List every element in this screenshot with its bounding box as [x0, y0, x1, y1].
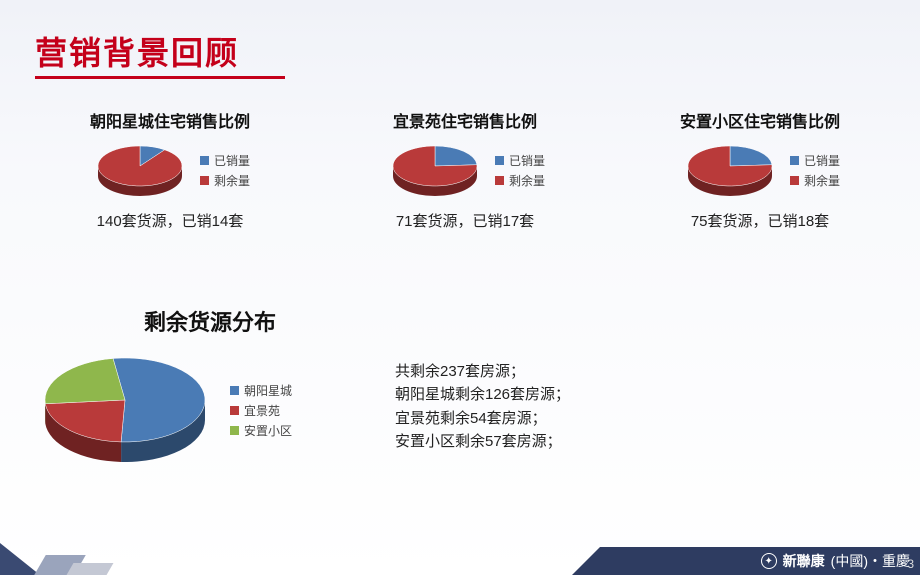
page-number: 3 — [907, 557, 914, 571]
chart-1-caption: 140套货源，已销14套 — [30, 210, 310, 231]
chart-3-legend: 已销量 剩余量 — [790, 149, 840, 192]
sold-swatch — [200, 156, 209, 165]
distribution-title: 剩余货源分布 — [40, 305, 380, 337]
chart-1-body: 已销量 剩余量 — [30, 140, 310, 200]
chart-1: 朝阳星城住宅销售比例 已销量 剩余量 140套货源，已销14套 — [30, 108, 310, 231]
legend-dist-2: 安置小区 — [230, 422, 292, 439]
legend-sold-label: 已销量 — [804, 152, 840, 169]
chart-2-pie — [385, 140, 485, 200]
chart-3: 安置小区住宅销售比例 已销量 剩余量 75套货源，已销18套 — [620, 108, 900, 231]
page-title: 营销背景回顾 — [35, 28, 239, 74]
dist-swatch-2 — [230, 426, 239, 435]
legend-remain: 剩余量 — [495, 172, 545, 189]
dist-label-2: 安置小区 — [244, 422, 292, 439]
chart-2-body: 已销量 剩余量 — [325, 140, 605, 200]
chart-2-legend: 已销量 剩余量 — [495, 149, 545, 192]
chart-2: 宜景苑住宅销售比例 已销量 剩余量 71套货源，已销17套 — [325, 108, 605, 231]
legend-remain-label: 剩余量 — [804, 172, 840, 189]
legend-dist-1: 宜景苑 — [230, 402, 292, 419]
chart-2-caption: 71套货源，已销17套 — [325, 210, 605, 231]
charts-row: 朝阳星城住宅销售比例 已销量 剩余量 140套货源，已销14套 宜景苑住宅销售比… — [30, 108, 900, 231]
chart-3-pie — [680, 140, 780, 200]
chart-3-body: 已销量 剩余量 — [620, 140, 900, 200]
remain-swatch — [200, 176, 209, 185]
legend-dist-0: 朝阳星城 — [230, 382, 292, 399]
distribution-chart: 剩余货源分布 朝阳星城 宜景苑 安置小区 — [40, 305, 380, 475]
footer-brand-bar: ✦ 新聯康 (中國)・重慶 — [600, 547, 920, 575]
summary-line-3: 安置小区剩余57套房源； — [395, 430, 570, 453]
globe-icon: ✦ — [761, 553, 777, 569]
footer-suffix: (中國)・重慶 — [831, 551, 910, 571]
footer-logo: ✦ 新聯康 (中國)・重慶 — [761, 551, 910, 571]
legend-sold: 已销量 — [790, 152, 840, 169]
legend-sold-label: 已销量 — [214, 152, 250, 169]
sold-swatch — [495, 156, 504, 165]
distribution-body: 朝阳星城 宜景苑 安置小区 — [40, 345, 380, 475]
dist-swatch-0 — [230, 386, 239, 395]
distribution-pie — [40, 345, 220, 475]
legend-sold: 已销量 — [495, 152, 545, 169]
legend-remain-label: 剩余量 — [509, 172, 545, 189]
dist-label-1: 宜景苑 — [244, 402, 280, 419]
legend-sold-label: 已销量 — [509, 152, 545, 169]
remain-swatch — [790, 176, 799, 185]
legend-remain-label: 剩余量 — [214, 172, 250, 189]
dist-swatch-1 — [230, 406, 239, 415]
legend-remain: 剩余量 — [790, 172, 840, 189]
legend-remain: 剩余量 — [200, 172, 250, 189]
chart-1-legend: 已销量 剩余量 — [200, 149, 250, 192]
chart-3-title: 安置小区住宅销售比例 — [620, 108, 900, 132]
distribution-legend: 朝阳星城 宜景苑 安置小区 — [230, 379, 292, 442]
footer-brand: 新聯康 — [783, 551, 825, 571]
sold-swatch — [790, 156, 799, 165]
remain-swatch — [495, 176, 504, 185]
footer: ✦ 新聯康 (中國)・重慶 3 — [0, 543, 920, 575]
summary-text: 共剩余237套房源； 朝阳星城剩余126套房源； 宜景苑剩余54套房源； 安置小… — [395, 360, 570, 453]
chart-1-pie — [90, 140, 190, 200]
legend-sold: 已销量 — [200, 152, 250, 169]
chart-2-title: 宜景苑住宅销售比例 — [325, 108, 605, 132]
title-underline — [35, 76, 285, 79]
footer-deco-3 — [67, 563, 114, 575]
dist-label-0: 朝阳星城 — [244, 382, 292, 399]
summary-line-1: 朝阳星城剩余126套房源； — [395, 383, 570, 406]
summary-line-0: 共剩余237套房源； — [395, 360, 570, 383]
chart-1-title: 朝阳星城住宅销售比例 — [30, 108, 310, 132]
summary-line-2: 宜景苑剩余54套房源； — [395, 407, 570, 430]
chart-3-caption: 75套货源，已销18套 — [620, 210, 900, 231]
footer-deco-1 — [0, 543, 40, 575]
